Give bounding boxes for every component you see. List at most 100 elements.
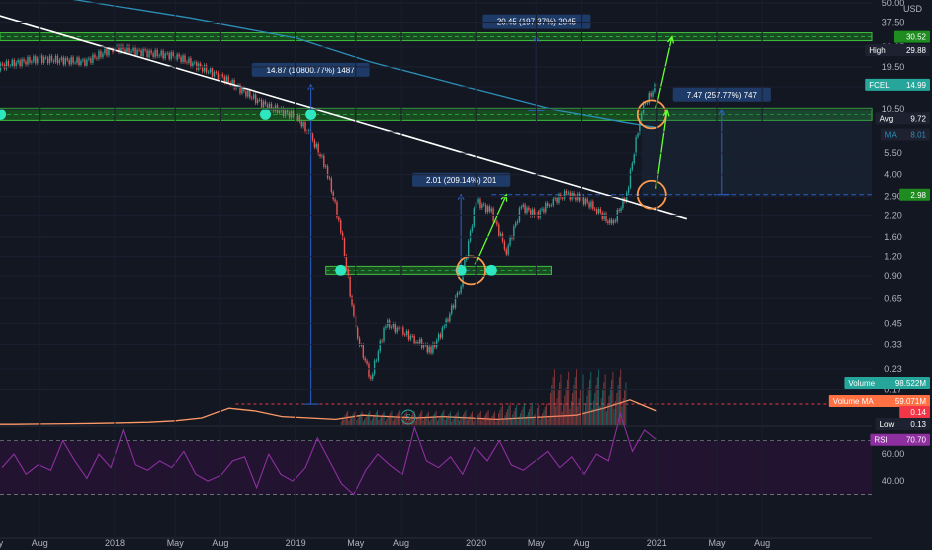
price-candle <box>33 56 35 62</box>
price-candle <box>311 133 314 141</box>
price-candle <box>201 67 204 72</box>
touch-point[interactable] <box>455 264 467 276</box>
price-axis-tick: 1.20 <box>884 252 902 262</box>
level-tag: 2.98 <box>899 188 930 201</box>
price-candle <box>325 166 327 167</box>
volume-bar <box>509 402 511 425</box>
price-candle <box>142 48 144 57</box>
highlight-circle[interactable] <box>636 179 667 210</box>
price-candle <box>180 56 182 62</box>
ticker-tag-box <box>865 78 930 91</box>
price-candle <box>319 153 321 157</box>
volume-bar <box>479 410 481 425</box>
price-candle <box>54 55 57 62</box>
touch-point[interactable] <box>260 108 271 120</box>
price-candle <box>590 201 592 208</box>
volume-pane <box>0 369 872 427</box>
volume-bar <box>550 392 551 425</box>
price-candle <box>364 357 366 361</box>
volume-bar <box>552 377 554 425</box>
price-candle <box>74 62 76 64</box>
price-candle <box>290 110 293 118</box>
price-candle <box>27 56 29 65</box>
price-candle <box>211 68 214 77</box>
volume-bar <box>507 409 509 425</box>
measure-label: 7.47 (257.77%) 747 <box>687 91 758 100</box>
volume-ma-tag: Volume MA 59.071M <box>828 395 930 407</box>
price-candle <box>274 105 277 112</box>
price-candle <box>284 110 287 116</box>
volume-bar <box>488 419 490 425</box>
volume-bar <box>383 411 385 425</box>
price-candle <box>592 201 594 209</box>
price-candle <box>164 53 166 59</box>
touch-point[interactable] <box>485 264 497 276</box>
volume-bar <box>469 415 471 425</box>
touch-point[interactable] <box>305 108 317 120</box>
price-candle <box>612 220 615 224</box>
volume-bar <box>360 413 362 425</box>
price-candle <box>366 360 368 364</box>
level-tag-box <box>899 188 930 201</box>
price-candle <box>162 50 164 59</box>
volume-bar <box>466 419 468 425</box>
volume-bar <box>451 421 453 425</box>
trendline[interactable] <box>0 0 688 220</box>
volume-bar <box>540 416 542 425</box>
price-candle <box>432 343 434 354</box>
low-tag: Low 0.13 <box>875 418 930 430</box>
price-candle <box>588 202 590 208</box>
volume-bar <box>353 412 355 425</box>
volume-bar <box>598 369 600 425</box>
price-candle <box>41 55 43 63</box>
touch-point[interactable] <box>0 108 7 120</box>
price-candle <box>428 346 430 353</box>
price-candle <box>158 55 160 57</box>
volume-bar <box>427 411 429 425</box>
measure-label: 14.87 (10800.77%) 1487 <box>267 66 356 75</box>
price-candle <box>194 62 196 64</box>
volume-bar <box>384 421 386 425</box>
projection-arrowhead <box>666 35 675 44</box>
annotation-marks[interactable]: S <box>0 35 675 425</box>
volume-bar <box>416 418 418 425</box>
volume-bar <box>397 412 399 425</box>
resistance-trendline[interactable] <box>0 0 688 220</box>
volume-bar <box>399 410 401 425</box>
measure-label-box[interactable] <box>412 172 511 187</box>
touch-point[interactable] <box>335 264 347 276</box>
price-candle <box>405 330 408 335</box>
volume-bar <box>357 417 359 425</box>
price-candle <box>420 339 423 348</box>
measure-label-box[interactable] <box>672 87 771 102</box>
price-candle <box>520 206 523 209</box>
volume-bar <box>365 417 367 425</box>
price-candle <box>323 155 325 167</box>
price-candle <box>614 220 617 222</box>
volume-bar <box>543 410 545 425</box>
price-candle <box>152 53 154 57</box>
volume-bar <box>418 414 420 425</box>
price-candle <box>102 53 104 58</box>
price-candle <box>413 335 415 344</box>
volume-bar <box>602 390 603 425</box>
volume-bar <box>499 410 501 425</box>
volume-bar <box>455 415 457 425</box>
price-candle <box>130 51 132 53</box>
avg-tag-box <box>875 112 930 125</box>
volume-bar <box>546 403 548 425</box>
price-axis-tick: 0.65 <box>884 293 902 303</box>
rsi-tag-name: RSI <box>874 436 887 445</box>
price-candle <box>447 319 449 322</box>
volume-bar <box>368 412 369 425</box>
price-candle <box>639 119 641 134</box>
high-tag-name: High <box>869 46 885 55</box>
price-candle <box>256 99 259 104</box>
price-candle <box>176 54 178 60</box>
time-axis-tick: Aug <box>32 538 48 548</box>
price-candle <box>565 191 568 194</box>
price-candle <box>308 130 310 133</box>
price-candle <box>473 208 476 226</box>
measure-label-box[interactable] <box>251 62 370 77</box>
